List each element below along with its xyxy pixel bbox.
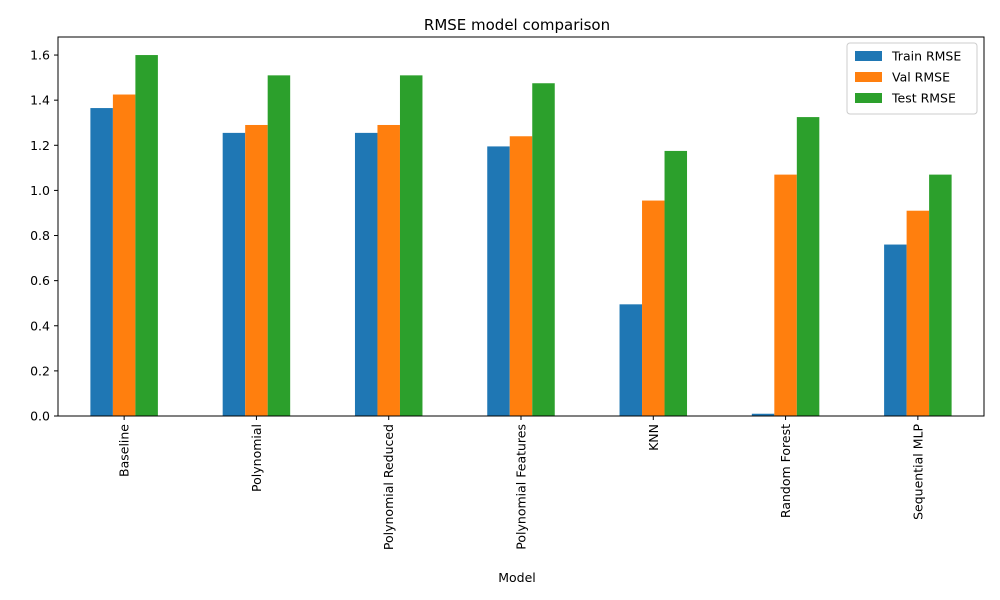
legend-swatch (855, 72, 882, 82)
legend-label: Train RMSE (891, 49, 961, 64)
legend-label: Test RMSE (891, 91, 956, 106)
bar-val-rmse-polynomial (245, 124, 268, 416)
legend-label: Val RMSE (892, 70, 950, 85)
bar-test-rmse-sequential-mlp (929, 174, 952, 416)
y-tick-label: 0.6 (30, 273, 50, 288)
y-tick-label: 1.4 (30, 93, 50, 108)
x-axis: Baseline Polynomial Polynomial Reduced Poly… (117, 416, 925, 550)
chart-title: RMSE model comparison (424, 16, 610, 34)
y-axis: 0.0 0.2 0.4 0.6 0.8 1.0 1.2 1.4 1.6 (30, 48, 58, 424)
bar-val-rmse-random-forest (774, 174, 797, 416)
bar-val-rmse-polynomial-features (509, 136, 533, 416)
bar-test-rmse-polynomial (267, 75, 291, 416)
y-tick-label: 1.2 (30, 138, 50, 153)
bar-test-rmse-polynomial-features (532, 83, 555, 417)
bar-train-rmse-polynomial-reduced (354, 132, 378, 416)
bar-val-rmse-knn (642, 200, 665, 416)
legend-swatch (855, 51, 882, 61)
plot-frame (57, 36, 985, 417)
y-tick-label: 0.4 (30, 318, 50, 333)
y-tick-label: 0.8 (30, 228, 50, 243)
bar-train-rmse-polynomial-features (487, 146, 510, 416)
bar-val-rmse-baseline (112, 94, 136, 416)
y-tick-label: 0.0 (30, 409, 50, 424)
legend-swatch (855, 93, 882, 103)
legend: Train RMSE Val RMSE Test RMSE (846, 42, 978, 115)
bar-train-rmse-polynomial (222, 132, 246, 416)
bar-test-rmse-random-forest (796, 117, 820, 417)
bar-val-rmse-sequential-mlp (906, 210, 930, 416)
bar-test-rmse-knn (664, 150, 688, 416)
bars-layer (90, 55, 952, 417)
x-axis-label: Model (498, 570, 536, 585)
y-tick-label: 1.6 (30, 48, 50, 63)
bar-test-rmse-baseline (135, 55, 158, 417)
bar-val-rmse-polynomial-reduced (377, 124, 400, 416)
x-tick-label: KNN (646, 424, 661, 451)
x-tick-label: Polynomial (249, 424, 264, 492)
x-tick-label: Sequential MLP (910, 424, 925, 520)
bar-train-rmse-knn (619, 304, 643, 416)
x-tick-label: Polynomial Features (514, 424, 529, 550)
x-tick-label: Baseline (117, 424, 132, 477)
x-tick-label: Random Forest (778, 424, 793, 518)
y-tick-label: 1.0 (30, 183, 50, 198)
bar-test-rmse-polynomial-reduced (399, 75, 423, 416)
bar-train-rmse-random-forest (751, 413, 775, 416)
y-tick-label: 0.2 (30, 363, 50, 378)
x-tick-label: Polynomial Reduced (381, 424, 396, 550)
bar-train-rmse-sequential-mlp (884, 244, 907, 416)
bar-train-rmse-baseline (90, 108, 113, 416)
